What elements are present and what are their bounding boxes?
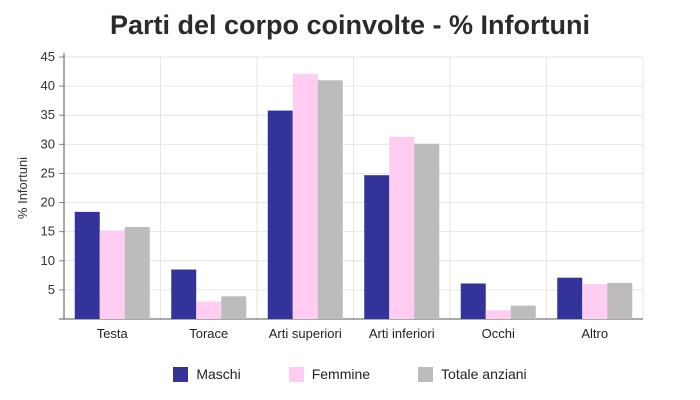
legend-swatch — [173, 366, 189, 382]
y-axis-title: % Infortuni — [15, 157, 30, 219]
bar-maschi-testa — [74, 211, 100, 319]
bar-maschi-altro — [557, 277, 583, 319]
y-tick-label: 10 — [41, 253, 55, 268]
x-tick-label: Arti superiori — [269, 326, 342, 341]
legend-swatch — [288, 366, 304, 382]
y-tick-label: 15 — [41, 224, 55, 239]
bar-femmine-torace — [196, 301, 222, 319]
legend-item: Totale anziani — [418, 366, 527, 382]
bar-femmine-occhi — [485, 310, 511, 319]
legend-item: Femmine — [288, 366, 371, 382]
bar-maschi-torace — [171, 269, 197, 319]
bar-totale-anziani-altro — [607, 282, 633, 319]
legend-label: Totale anziani — [441, 366, 527, 382]
y-tick-label: 25 — [41, 165, 55, 180]
bar-femmine-altro — [582, 284, 608, 319]
bar-maschi-arti-inferiori — [364, 175, 390, 319]
bar-totale-anziani-torace — [221, 296, 247, 319]
y-tick-label: 5 — [48, 282, 55, 297]
bar-femmine-arti-superiori — [292, 73, 318, 319]
legend-label: Femmine — [311, 366, 371, 382]
bar-maschi-arti-superiori — [267, 110, 293, 319]
x-tick-label: Testa — [97, 326, 129, 341]
y-tick-label: 45 — [41, 49, 55, 64]
bar-totale-anziani-arti-superiori — [317, 80, 343, 320]
bar-totale-anziani-arti-inferiori — [414, 143, 440, 319]
legend-label: Maschi — [196, 366, 241, 382]
x-tick-label: Altro — [581, 326, 608, 341]
x-tick-label: Occhi — [482, 326, 515, 341]
legend-item: Maschi — [173, 366, 241, 382]
x-tick-label: Torace — [189, 326, 228, 341]
chart-title: Parti del corpo coinvolte - % Infortuni — [109, 10, 591, 40]
bar-totale-anziani-occhi — [510, 305, 536, 319]
y-tick-label: 30 — [41, 136, 55, 151]
chart-legend: Maschi Femmine Totale anziani — [0, 366, 700, 382]
bar-femmine-testa — [99, 230, 125, 319]
bar-femmine-arti-inferiori — [389, 136, 415, 319]
bar-totale-anziani-testa — [124, 227, 150, 319]
x-tick-label: Arti inferiori — [369, 326, 435, 341]
y-tick-label: 40 — [41, 78, 55, 93]
legend-swatch — [418, 366, 434, 382]
y-tick-label: 35 — [41, 107, 55, 122]
bar-chart: 5 10 15 20 25 30 35 40 45 Testa Torace Arti superio… — [15, 49, 644, 341]
bar-maschi-occhi — [460, 283, 486, 319]
y-tick-label: 20 — [41, 195, 55, 210]
